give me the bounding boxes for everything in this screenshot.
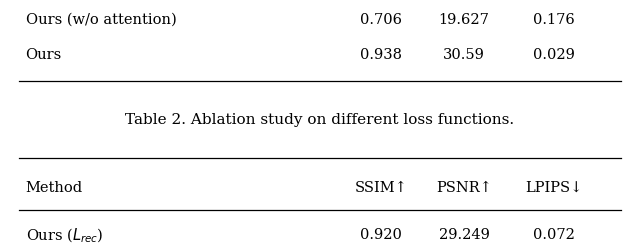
Text: 29.249: 29.249 xyxy=(438,228,490,242)
Text: 0.029: 0.029 xyxy=(532,48,575,62)
Text: PSNR↑: PSNR↑ xyxy=(436,181,492,195)
Text: 30.59: 30.59 xyxy=(443,48,485,62)
Text: Ours: Ours xyxy=(26,48,62,62)
Text: 0.706: 0.706 xyxy=(360,13,402,27)
Text: Method: Method xyxy=(26,181,83,195)
Text: Ours (w/o attention): Ours (w/o attention) xyxy=(26,13,177,27)
Text: Ours ($L_{rec}$): Ours ($L_{rec}$) xyxy=(26,226,103,245)
Text: 0.176: 0.176 xyxy=(532,13,575,27)
Text: 19.627: 19.627 xyxy=(438,13,490,27)
Text: 0.072: 0.072 xyxy=(532,228,575,242)
Text: 0.938: 0.938 xyxy=(360,48,402,62)
Text: Table 2. Ablation study on different loss functions.: Table 2. Ablation study on different los… xyxy=(125,113,515,126)
Text: SSIM↑: SSIM↑ xyxy=(355,181,407,195)
Text: 0.920: 0.920 xyxy=(360,228,402,242)
Text: LPIPS↓: LPIPS↓ xyxy=(525,181,582,195)
